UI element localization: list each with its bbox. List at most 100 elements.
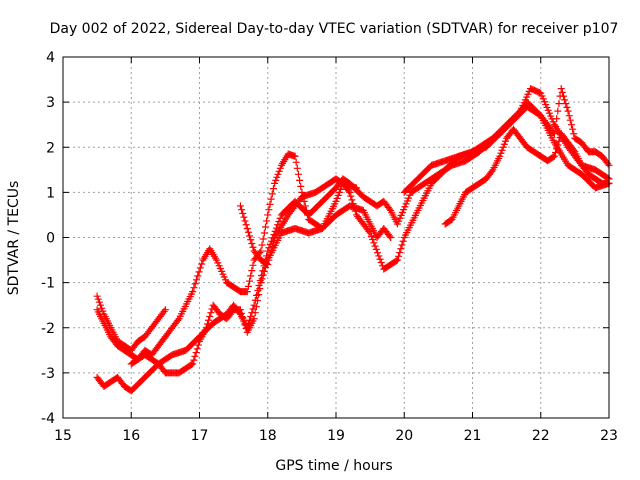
data-point: [292, 158, 300, 166]
data-point: [291, 152, 299, 160]
data-point: [239, 313, 247, 321]
data-point: [554, 107, 562, 115]
data-point: [569, 125, 577, 133]
data-point: [550, 152, 558, 160]
data-point: [397, 245, 405, 253]
data-point: [371, 242, 379, 250]
data-point: [189, 360, 197, 368]
data-point: [275, 167, 283, 175]
data-point: [274, 170, 282, 178]
data-point: [271, 179, 279, 187]
data-point: [570, 146, 578, 154]
data-point: [549, 153, 557, 161]
chart-title: Day 002 of 2022, Sidereal Day-to-day VTE…: [50, 21, 619, 37]
plot-frame: [62, 56, 610, 419]
data-point: [254, 297, 262, 305]
y-tick-label: 1: [46, 185, 55, 201]
data-point: [552, 149, 560, 157]
data-point: [352, 184, 360, 192]
data-point: [557, 85, 565, 93]
data-point: [563, 103, 571, 111]
data-point: [261, 223, 269, 231]
data-point: [257, 247, 265, 255]
data-point: [240, 317, 248, 325]
data-point: [348, 196, 356, 204]
data-point: [243, 224, 251, 232]
data-point: [268, 190, 276, 198]
data-point: [372, 245, 380, 253]
x-tick-label: 17: [191, 428, 209, 444]
y-tick-label: -1: [41, 276, 55, 292]
data-point: [264, 211, 272, 219]
data-point: [570, 130, 578, 138]
data-point: [272, 176, 280, 184]
x-tick-label: 20: [395, 428, 413, 444]
data-point: [174, 316, 182, 324]
data-point: [249, 243, 257, 251]
data-point: [501, 137, 509, 145]
data-point: [265, 256, 273, 264]
data-point: [248, 267, 256, 275]
data-point: [269, 238, 277, 246]
data-point: [332, 197, 340, 205]
data-point: [195, 268, 203, 276]
data-point: [369, 236, 377, 244]
data-point: [496, 152, 504, 160]
data-points: [93, 85, 613, 395]
series-track-f: [441, 125, 613, 228]
data-point: [497, 149, 505, 157]
y-tick-label: 2: [46, 140, 55, 156]
data-point: [500, 140, 508, 148]
data-point: [554, 141, 562, 149]
data-point: [205, 316, 213, 324]
data-point: [488, 167, 496, 175]
data-point: [293, 164, 301, 172]
data-point: [567, 121, 575, 129]
data-point: [246, 277, 254, 285]
data-point: [207, 309, 215, 317]
data-point: [553, 145, 561, 153]
data-point: [365, 227, 373, 235]
data-point: [263, 217, 271, 225]
series-track-b: [93, 98, 613, 363]
data-point: [566, 116, 574, 124]
data-point: [258, 241, 266, 249]
data-point: [260, 267, 268, 275]
x-tick-label: 18: [259, 428, 277, 444]
x-tick-label: 19: [327, 428, 345, 444]
data-point: [187, 361, 195, 369]
data-point: [247, 272, 255, 280]
data-point: [395, 252, 403, 260]
x-tick-label: 16: [122, 428, 140, 444]
data-point: [553, 115, 561, 123]
data-point: [242, 221, 250, 229]
data-point: [273, 173, 281, 181]
data-point: [99, 307, 107, 315]
data-point: [97, 301, 105, 309]
data-point: [247, 236, 255, 244]
data-point: [296, 176, 304, 184]
data-point: [393, 256, 401, 264]
x-axis-label: GPS time / hours: [275, 458, 392, 474]
x-tick-label: 23: [600, 428, 618, 444]
data-point: [562, 100, 570, 108]
data-point: [198, 260, 206, 268]
data-point: [499, 143, 507, 151]
data-point: [236, 306, 244, 314]
data-point: [377, 259, 385, 267]
data-point: [160, 307, 168, 315]
data-point: [266, 252, 274, 260]
data-point: [374, 249, 382, 257]
series-track-g: [400, 85, 613, 196]
data-point: [246, 232, 254, 240]
data-point: [398, 241, 406, 249]
data-point: [236, 202, 244, 210]
data-point: [252, 303, 260, 311]
data-point: [297, 182, 305, 190]
data-point: [239, 209, 247, 217]
data-point: [194, 341, 202, 349]
data-point: [564, 107, 572, 115]
data-point: [190, 356, 198, 364]
data-point: [263, 260, 271, 268]
